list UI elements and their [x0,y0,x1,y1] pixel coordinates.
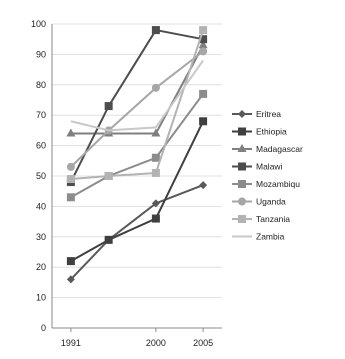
series-zambia [70,59,204,132]
point-ethiopia-2000 [151,214,160,223]
point-mozambiqu-2000 [151,153,160,162]
series-line-zambia [70,59,204,132]
point-ethiopia-1995 [104,235,113,244]
legend-marker-mozambiqu [238,180,246,188]
y-tick-label-100: 100 [31,19,46,29]
y-tick-label-90: 90 [36,49,46,59]
series-uganda [66,47,208,171]
point-uganda-2005 [199,47,208,56]
legend-item-uganda: Uganda [232,197,286,207]
point-uganda-1991 [66,162,75,171]
series-line-uganda [70,50,204,168]
point-ethiopia-2005 [199,117,208,126]
legend: Eritrea Ethiopia Madagascar Malawi Mozambiqu… [232,109,303,242]
legend-item-zambia: Zambia [232,232,285,242]
point-eritrea-2000 [151,199,160,208]
y-tick-label-40: 40 [36,201,46,211]
x-tick-label-1991: 1991 [61,338,81,348]
legend-label-zambia: Zambia [256,232,285,242]
point-tanzania-1995 [104,172,113,180]
legend-item-malawi: Malawi [232,162,283,172]
point-malawi-2000 [151,26,160,35]
axes: 0 10 20 30 40 50 60 70 80 90 100 1991 2000 2005 [31,19,222,348]
legend-label-eritrea: Eritrea [256,109,281,119]
point-uganda-2000 [151,83,160,92]
legend-marker-ethiopia [238,127,246,136]
series-line-tanzania [70,29,205,181]
series-line-madagascar [70,44,204,135]
series-eritrea [66,181,208,284]
point-malawi-1995 [104,102,113,111]
point-malawi-2005 [199,35,208,44]
y-tick-label-20: 20 [36,262,46,272]
y-tick-label-10: 10 [36,293,46,303]
series-tanzania [66,26,208,184]
point-ethiopia-1991 [66,257,75,266]
x-tick-label-2000: 2000 [146,338,166,348]
legend-item-ethiopia: Ethiopia [232,127,287,137]
legend-item-madagascar: Madagascar [232,144,303,154]
point-mozambiqu-1991 [66,193,75,202]
point-tanzania-2000 [151,168,160,177]
point-tanzania-1991 [66,175,75,184]
series-line-mozambiqu [70,93,204,199]
legend-marker-madagascar [237,144,247,152]
legend-marker-tanzania [238,215,246,223]
legend-label-tanzania: Tanzania [256,214,290,224]
point-madagascar-2005 [198,40,208,49]
point-eritrea-1991 [66,275,75,284]
point-madagascar-2000 [151,128,161,137]
legend-label-uganda: Uganda [256,197,286,207]
legend-marker-eritrea [238,110,246,118]
series-line-ethiopia [70,120,205,262]
legend-marker-malawi [238,162,246,171]
point-tanzania-2005 [199,26,208,35]
legend-label-madagascar: Madagascar [256,144,303,154]
y-tick-label-50: 50 [36,171,46,181]
x-tick-label-2005: 2005 [193,338,213,348]
point-madagascar-1991 [66,128,76,137]
legend-label-mozambiqu: Mozambiqu [256,179,300,189]
y-tick-label-60: 60 [36,141,46,151]
series-ethiopia [66,117,208,266]
y-tick-label-30: 30 [36,232,46,242]
legend-item-mozambiqu: Mozambiqu [232,179,300,189]
legend-label-ethiopia: Ethiopia [256,127,287,137]
y-tick-label-0: 0 [41,323,46,333]
legend-marker-uganda [238,197,246,206]
point-mozambiqu-2005 [199,89,208,98]
gridlines [52,23,222,299]
legend-label-malawi: Malawi [256,162,283,172]
y-tick-label-80: 80 [36,80,46,90]
legend-item-eritrea: Eritrea [232,109,281,119]
series-line-malawi [69,29,204,183]
series-line-eritrea [70,184,204,281]
point-eritrea-2005 [199,181,208,190]
series-group [66,26,208,284]
legend-item-tanzania: Tanzania [232,214,290,224]
y-tick-label-70: 70 [36,110,46,120]
